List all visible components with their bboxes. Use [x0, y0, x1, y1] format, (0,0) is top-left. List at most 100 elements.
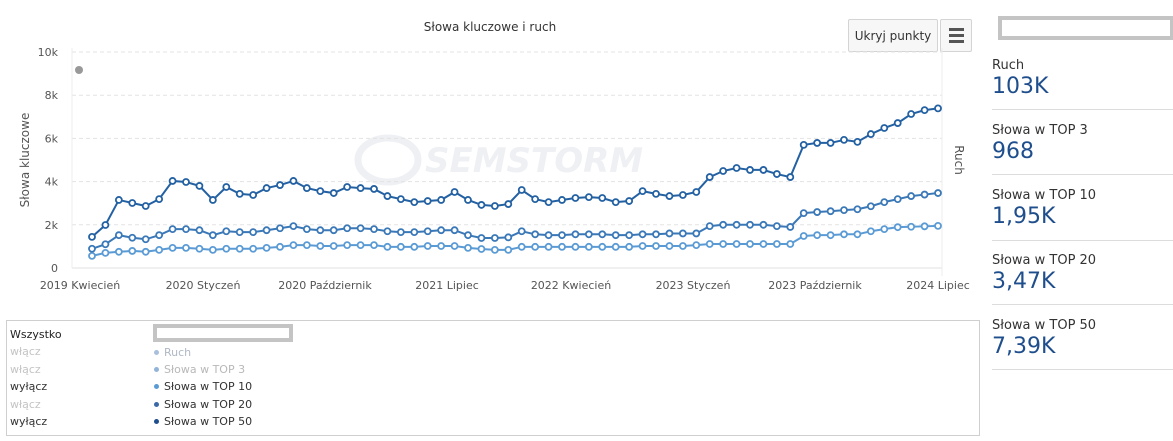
data-point[interactable] — [531, 195, 540, 203]
data-point[interactable] — [370, 225, 378, 234]
data-point[interactable] — [464, 231, 472, 240]
data-point[interactable] — [101, 240, 110, 249]
data-point[interactable] — [571, 194, 580, 202]
legend-item-ruch[interactable]: Ruch — [154, 343, 252, 360]
data-point[interactable] — [504, 245, 513, 254]
data-point[interactable] — [880, 225, 889, 234]
data-point[interactable] — [598, 242, 607, 251]
data-point[interactable] — [423, 242, 432, 250]
data-point[interactable] — [920, 190, 929, 199]
data-point[interactable] — [853, 205, 862, 214]
data-point[interactable] — [370, 185, 378, 193]
chart-menu-button[interactable] — [940, 19, 972, 52]
data-point[interactable] — [182, 244, 190, 252]
data-point[interactable] — [866, 202, 875, 211]
data-point[interactable] — [611, 231, 620, 240]
data-point[interactable] — [289, 241, 298, 250]
data-point[interactable] — [410, 198, 419, 207]
data-point[interactable] — [101, 248, 110, 257]
data-point[interactable] — [168, 225, 177, 234]
data-point[interactable] — [114, 247, 123, 256]
data-point[interactable] — [665, 192, 674, 200]
data-point[interactable] — [464, 196, 472, 204]
data-point[interactable] — [141, 247, 150, 256]
data-point[interactable] — [840, 230, 848, 239]
data-point[interactable] — [719, 220, 728, 229]
data-point[interactable] — [584, 193, 593, 202]
data-point[interactable] — [746, 220, 754, 229]
data-point[interactable] — [128, 247, 137, 255]
data-point[interactable] — [732, 164, 741, 172]
data-point[interactable] — [692, 188, 701, 196]
data-point[interactable] — [772, 222, 781, 230]
toggle-top50[interactable]: wyłącz — [10, 414, 48, 428]
data-point[interactable] — [786, 223, 795, 231]
data-point[interactable] — [692, 241, 701, 250]
data-point[interactable] — [544, 242, 553, 251]
data-point[interactable] — [719, 167, 728, 175]
data-point[interactable] — [302, 225, 311, 234]
data-point[interactable] — [786, 173, 795, 181]
data-point[interactable] — [450, 242, 459, 250]
data-point[interactable] — [826, 231, 835, 240]
data-point[interactable] — [826, 139, 835, 147]
data-point[interactable] — [477, 234, 486, 242]
data-point[interactable] — [678, 242, 687, 250]
data-point[interactable] — [719, 240, 728, 248]
data-point[interactable] — [840, 206, 848, 215]
data-point[interactable] — [571, 230, 580, 239]
data-point[interactable] — [531, 242, 540, 251]
data-point[interactable] — [195, 182, 204, 190]
data-point[interactable] — [625, 242, 634, 251]
data-point[interactable] — [638, 242, 647, 250]
data-point[interactable] — [504, 200, 513, 208]
data-point[interactable] — [329, 189, 338, 197]
data-point[interactable] — [450, 226, 459, 235]
data-point[interactable] — [705, 173, 714, 181]
data-point[interactable] — [558, 242, 566, 251]
legend-item-top10[interactable]: Słowa w TOP 10 — [154, 378, 252, 395]
data-point[interactable] — [866, 227, 875, 236]
data-point[interactable] — [920, 222, 929, 231]
data-point[interactable] — [383, 242, 392, 251]
data-point[interactable] — [490, 202, 499, 210]
toggle-all[interactable]: Wszystko — [10, 328, 62, 341]
data-point[interactable] — [678, 229, 687, 238]
data-point[interactable] — [249, 191, 258, 199]
data-point[interactable] — [423, 227, 432, 236]
data-point[interactable] — [410, 242, 419, 251]
data-point[interactable] — [531, 230, 540, 239]
data-point[interactable] — [88, 232, 96, 241]
data-point[interactable] — [772, 170, 781, 178]
data-point[interactable] — [665, 242, 674, 250]
data-point[interactable] — [746, 240, 754, 248]
data-point[interactable] — [222, 227, 231, 236]
data-point[interactable] — [732, 220, 741, 229]
data-point[interactable] — [343, 241, 352, 250]
data-point[interactable] — [437, 226, 446, 235]
data-point[interactable] — [262, 226, 271, 235]
data-point[interactable] — [383, 227, 392, 236]
data-point[interactable] — [329, 242, 338, 250]
data-point[interactable] — [302, 241, 311, 250]
data-point[interactable] — [893, 119, 902, 127]
data-point[interactable] — [423, 197, 432, 205]
data-point[interactable] — [370, 241, 378, 250]
data-point[interactable] — [813, 231, 822, 240]
data-point[interactable] — [584, 242, 593, 251]
data-point[interactable] — [155, 195, 164, 203]
data-point[interactable] — [343, 224, 352, 233]
data-point[interactable] — [249, 244, 258, 253]
data-point[interactable] — [208, 196, 217, 204]
data-point[interactable] — [598, 194, 607, 202]
data-point[interactable] — [772, 240, 781, 248]
data-point[interactable] — [866, 130, 875, 138]
data-point[interactable] — [410, 228, 419, 237]
data-point[interactable] — [490, 234, 499, 242]
data-point[interactable] — [746, 166, 754, 174]
data-point[interactable] — [396, 228, 405, 237]
data-point[interactable] — [289, 177, 298, 185]
data-point[interactable] — [356, 184, 365, 192]
data-point[interactable] — [840, 136, 848, 144]
data-point[interactable] — [826, 207, 835, 216]
